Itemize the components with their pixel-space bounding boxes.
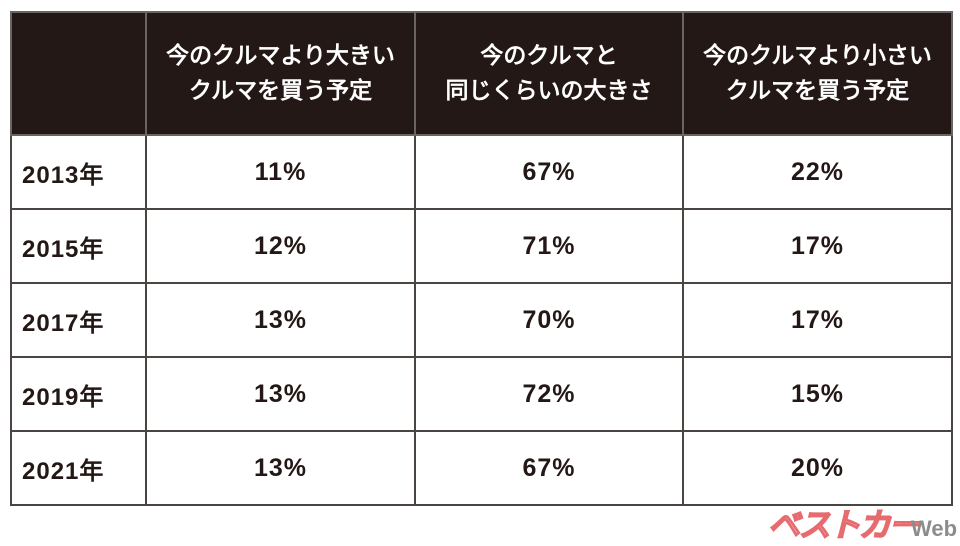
- smaller-cell: 15%: [682, 356, 953, 432]
- header-larger: 今のクルマより大きい クルマを買う予定: [145, 11, 416, 136]
- header-corner: [10, 11, 147, 136]
- larger-cell: 13%: [145, 356, 416, 432]
- header-smaller-line2: クルマを買う予定: [725, 77, 910, 104]
- header-same-line1: 今のクルマと: [480, 42, 618, 69]
- table-row: 2021年 13% 67% 20%: [10, 430, 953, 506]
- year-cell: 2013年: [10, 134, 147, 210]
- watermark-web: Web: [911, 516, 958, 541]
- larger-cell: 12%: [145, 208, 416, 284]
- same-cell: 70%: [414, 282, 684, 358]
- larger-cell: 13%: [145, 430, 416, 506]
- header-larger-line1: 今のクルマより大きい: [166, 42, 395, 69]
- larger-cell: 11%: [145, 134, 416, 210]
- larger-cell: 13%: [145, 282, 416, 358]
- year-cell: 2019年: [10, 356, 147, 432]
- year-cell: 2017年: [10, 282, 147, 358]
- header-row: 今のクルマより大きい クルマを買う予定 今のクルマと 同じくらいの大きさ 今のクルマ…: [10, 11, 953, 136]
- year-cell: 2015年: [10, 208, 147, 284]
- year-cell: 2021年: [10, 430, 147, 506]
- same-cell: 71%: [414, 208, 684, 284]
- same-cell: 67%: [414, 134, 684, 210]
- same-cell: 72%: [414, 356, 684, 432]
- header-same: 今のクルマと同じくらいの大きさ: [414, 11, 684, 136]
- header-smaller: 今のクルマより小さい クルマを買う予定: [682, 11, 953, 136]
- watermark-brand: ベストカー: [767, 505, 921, 545]
- header-smaller-line1: 今のクルマより小さい: [703, 42, 932, 69]
- header-same-line2: 同じくらいの大きさ: [445, 77, 653, 104]
- header-larger-line2: クルマを買う予定: [188, 77, 373, 104]
- smaller-cell: 17%: [682, 208, 953, 284]
- watermark-logo: ベストカー Web: [767, 500, 958, 545]
- table-row: 2017年 13% 70% 17%: [10, 282, 953, 358]
- smaller-cell: 17%: [682, 282, 953, 358]
- survey-table: 今のクルマより大きい クルマを買う予定 今のクルマと 同じくらいの大きさ 今のクルマ…: [10, 11, 953, 506]
- same-cell: 67%: [414, 430, 684, 506]
- table-row: 2013年 11% 67% 22%: [10, 134, 953, 210]
- table-row: 2019年 13% 72% 15%: [10, 356, 953, 432]
- smaller-cell: 22%: [682, 134, 953, 210]
- table-row: 2015年 12% 71% 17%: [10, 208, 953, 284]
- smaller-cell: 20%: [682, 430, 953, 506]
